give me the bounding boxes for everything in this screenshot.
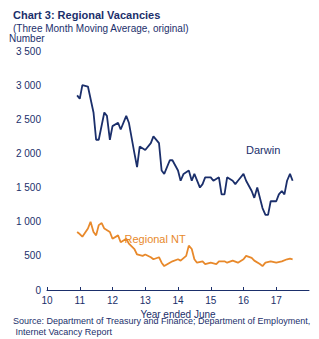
svg-text:Darwin: Darwin	[246, 144, 280, 156]
svg-text:3 000: 3 000	[16, 80, 41, 91]
svg-text:15: 15	[205, 295, 217, 306]
svg-text:500: 500	[24, 250, 41, 261]
svg-text:16: 16	[238, 295, 250, 306]
svg-text:13: 13	[140, 295, 152, 306]
svg-text:14: 14	[172, 295, 184, 306]
svg-text:2 500: 2 500	[16, 114, 41, 125]
svg-text:3 500: 3 500	[16, 46, 41, 57]
svg-text:10: 10	[41, 295, 53, 306]
svg-text:Internet Vacancy Report: Internet Vacancy Report	[13, 327, 112, 337]
svg-text:12: 12	[107, 295, 119, 306]
svg-text:2 000: 2 000	[16, 148, 41, 159]
svg-text:Number: Number	[9, 33, 45, 44]
svg-text:1 500: 1 500	[16, 182, 41, 193]
svg-text:1 000: 1 000	[16, 216, 41, 227]
svg-text:11: 11	[75, 295, 86, 306]
svg-text:17: 17	[271, 295, 283, 306]
svg-text:Chart 3: Regional Vacancies: Chart 3: Regional Vacancies	[13, 9, 160, 21]
svg-text:0: 0	[35, 284, 41, 296]
svg-text:Source: Department of Treasury: Source: Department of Treasury and Finan…	[13, 316, 310, 326]
svg-text:Regional NT: Regional NT	[125, 233, 186, 245]
svg-text:(Three Month Moving Average, o: (Three Month Moving Average, original)	[13, 23, 188, 34]
